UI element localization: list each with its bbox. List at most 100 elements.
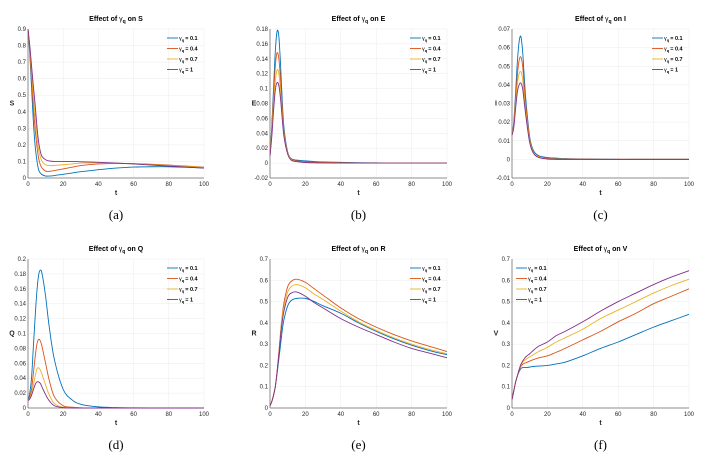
legend-label: γq= 1 (179, 298, 193, 305)
gamma-subscript: q (425, 69, 428, 74)
legend-label: γq= 0.1 (422, 36, 441, 43)
subfigure-caption: (a) (109, 207, 123, 222)
gamma-subscript: q (607, 249, 610, 255)
gamma-subscript: q (182, 48, 185, 53)
series-line-4 (269, 291, 448, 407)
legend-label: γq= 0.4 (179, 47, 199, 54)
legend-value: = 0.4 (185, 47, 198, 53)
y-tick-label: 0.3 (502, 342, 511, 348)
x-tick-label: 80 (650, 182, 657, 188)
y-tick-label: 0.01 (498, 139, 510, 145)
legend-entry: γq= 0.4 (410, 277, 442, 284)
x-tick-label: 100 (684, 182, 695, 188)
gamma-symbol: γ (422, 277, 425, 283)
x-tick-label: 100 (199, 182, 210, 188)
y-tick-label: 0.02 (498, 120, 510, 126)
y-tick-label: 0.1 (502, 385, 511, 391)
legend-label: γq= 0.7 (179, 287, 198, 294)
title-prefix: Effect of (574, 246, 604, 253)
legend-entry: γq= 0.7 (167, 57, 198, 64)
legend-label: γq= 0.4 (664, 47, 684, 54)
title-suffix: on S (126, 16, 143, 23)
y-tick-label: -0.02 (254, 176, 268, 182)
chart-title: Effect of γq on R (331, 246, 385, 255)
y-tick-label: 0 (23, 176, 27, 182)
subplot-e: 0 20 40 60 80 100-0.0200.020.040.060.080.10.1… (252, 16, 453, 222)
gamma-symbol: γ (528, 287, 531, 293)
y-tick-label: 0.18 (256, 27, 268, 33)
chart-title: Effect of γq on S (89, 16, 143, 25)
x-tick-label: 40 (337, 182, 344, 188)
legend-label: γq= 0.1 (422, 266, 441, 273)
y-tick-label: 0.5 (18, 93, 27, 99)
y-tick-label: 0.1 (18, 332, 27, 338)
y-tick-label: 0.07 (498, 27, 510, 33)
gamma-subscript: q (667, 59, 670, 64)
title-prefix: Effect of (89, 246, 119, 253)
y-tick-label: 0.4 (18, 110, 27, 116)
subplot-q: 0 20 40 60 80 100 0 0.02 0.04 0.06 0.08 0.1 0.12 0.14… (9, 246, 209, 452)
legend-value: = 0.7 (428, 287, 440, 293)
legend-label: γq= 0.4 (422, 277, 442, 284)
subplot-r: 0 20 40 60 80 100 0 0.1 0.2 0.3 0.4 0.5 0.6 0.7 Effect… (251, 246, 452, 452)
y-axis-label: I (495, 101, 497, 108)
gamma-subscript: q (365, 249, 368, 255)
y-tick-label: 0.9 (18, 27, 27, 33)
x-tick-label: 80 (650, 412, 657, 418)
legend-value: = 0.4 (428, 47, 441, 53)
title-suffix: on R (368, 246, 386, 253)
y-axis-label: V (494, 331, 499, 338)
legend-entry: γq= 0.4 (167, 47, 199, 54)
legend-entry: γq= 1 (516, 298, 542, 305)
x-tick-label: 80 (408, 182, 415, 188)
legend-value: = 0.1 (670, 36, 682, 42)
gamma-subscript: q (182, 289, 185, 294)
y-axis-label: Q (9, 331, 15, 338)
chart-title: Effect of γq on Q (89, 246, 144, 255)
y-tick-label: 0 (265, 161, 269, 167)
legend-value: = 0.7 (670, 57, 682, 63)
y-tick-label: 0.04 (498, 83, 510, 89)
title-suffix: on V (610, 246, 627, 253)
gamma-subscript: q (365, 19, 368, 25)
series-line-4 (269, 81, 447, 164)
x-tick-label: 100 (442, 412, 453, 418)
gamma-subscript: q (667, 38, 670, 43)
legend-value: = 0.1 (185, 266, 197, 272)
legend-value: = 0.4 (670, 47, 683, 53)
legend-entry: γq= 0.1 (410, 36, 441, 43)
legend-entry: γq= 0.7 (410, 57, 441, 64)
legend-value: = 1 (185, 298, 193, 304)
gamma-subscript: q (182, 299, 185, 304)
gamma-subscript: q (122, 249, 125, 255)
legend-label: γq= 0.7 (664, 57, 683, 64)
x-axis-label: t (115, 420, 118, 427)
legend-label: γq= 1 (528, 298, 542, 305)
title-suffix: on Q (125, 246, 143, 253)
x-tick-label: 20 (544, 182, 551, 188)
gamma-symbol: γ (179, 68, 182, 74)
y-axis-label: E (252, 101, 257, 108)
gamma-subscript: q (531, 268, 534, 273)
series-line-4 (27, 381, 204, 409)
x-tick-label: 60 (373, 412, 380, 418)
x-tick-label: 60 (373, 182, 380, 188)
legend-label: γq= 1 (664, 68, 678, 75)
y-tick-label: 0.05 (498, 64, 510, 70)
y-tick-label: 0.2 (502, 363, 511, 369)
x-tick-label: 20 (60, 412, 67, 418)
gamma-symbol: γ (179, 47, 182, 53)
x-tick-label: 0 (26, 412, 30, 418)
plot-area (28, 29, 204, 178)
x-axis-label: t (599, 190, 602, 197)
gamma-subscript: q (182, 268, 185, 273)
subplot-i: 0 20 40 60 80 100-0.0100.010.020.030.040.050.… (495, 16, 695, 222)
y-tick-label: 0.18 (14, 272, 26, 278)
gamma-subscript: q (182, 59, 185, 64)
gamma-subscript: q (425, 59, 428, 64)
legend-value: = 1 (670, 68, 678, 74)
x-axis-label: t (599, 420, 602, 427)
title-prefix: Effect of (89, 16, 119, 23)
x-tick-label: 60 (615, 182, 622, 188)
gamma-symbol: γ (179, 266, 182, 272)
